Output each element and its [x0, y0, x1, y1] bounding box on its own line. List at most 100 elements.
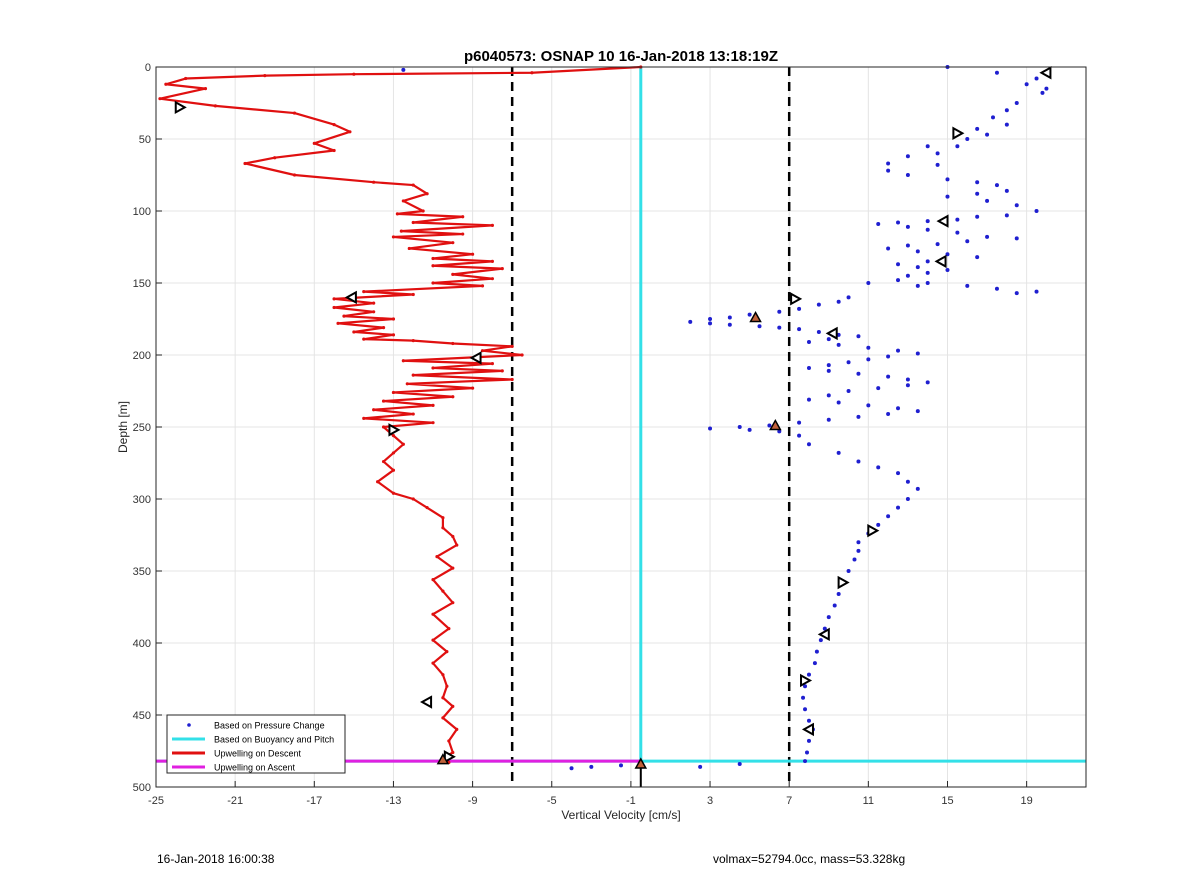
pressure-change-point [876, 221, 881, 226]
vehicle-params-footer: volmax=52794.0cc, mass=53.328kg [713, 852, 906, 866]
pressure-change-point [1034, 209, 1039, 213]
pressure-change-point [856, 459, 861, 464]
turn-marker [817, 627, 830, 642]
pressure-change-point [866, 281, 871, 285]
legend-label: Based on Buoyancy and Pitch [214, 735, 334, 745]
descent-point [421, 209, 425, 213]
pressure-change-point [1014, 236, 1019, 241]
pressure-change-point [915, 351, 920, 356]
descent-point [431, 281, 435, 285]
x-tick-label: 3 [707, 795, 713, 807]
descent-point [273, 156, 277, 160]
descent-point [401, 442, 405, 446]
descent-point [435, 555, 439, 559]
pressure-change-point [836, 299, 841, 304]
descent-point [441, 589, 445, 593]
pressure-change-point [737, 761, 742, 766]
pressure-change-point [886, 161, 891, 166]
turn-marker [825, 326, 838, 341]
pressure-change-point [1004, 122, 1009, 127]
y-tick-label: 450 [133, 710, 151, 722]
descent-point [431, 661, 435, 665]
event-marker [436, 753, 450, 765]
y-tick-label: 200 [133, 350, 151, 362]
descent-point [431, 578, 435, 582]
descent-point [451, 566, 455, 570]
pressure-change-point [619, 763, 623, 768]
pressure-change-point [1004, 213, 1009, 218]
x-tick-label: 11 [863, 795, 874, 807]
upwelling-descent-line [158, 65, 641, 764]
pressure-change-point [905, 273, 910, 278]
descent-point [332, 305, 336, 310]
event-marker [634, 757, 648, 769]
descent-point [336, 321, 340, 325]
descent-point [362, 290, 366, 294]
pressure-change-point [965, 239, 970, 244]
y-tick-label: 300 [133, 494, 151, 506]
descent-point [447, 739, 451, 743]
descent-point [332, 148, 336, 153]
legend-label: Upwelling on Ascent [214, 763, 296, 773]
descent-point [381, 399, 386, 403]
pressure-change-point [886, 412, 891, 417]
pressure-change-point [727, 322, 732, 327]
descent-point [500, 369, 504, 373]
pressure-change-point [826, 368, 831, 373]
descent-point [381, 326, 386, 330]
descent-point [431, 612, 435, 616]
pressure-change-point [777, 429, 782, 434]
descent-point [372, 180, 376, 184]
turn-marker [174, 100, 187, 115]
pressure-change-point [935, 151, 940, 156]
pressure-change-point [836, 450, 841, 455]
pressure-change-point [856, 540, 861, 545]
turn-marker [867, 523, 880, 538]
descent-point [447, 627, 451, 631]
pressure-change-point [925, 281, 930, 285]
pressure-change-point [777, 309, 782, 314]
pressure-change-point [801, 695, 806, 700]
pressure-change-point [708, 321, 713, 326]
turn-marker [469, 351, 482, 365]
pressure-change-point [806, 718, 811, 723]
descent-point [348, 130, 352, 134]
descent-point [411, 292, 415, 297]
pressure-change-point [915, 249, 920, 254]
descent-point [312, 141, 316, 145]
y-tick-label: 250 [133, 422, 151, 434]
pressure-change-point [818, 638, 823, 643]
event-marker [769, 419, 782, 431]
pressure-change-point [803, 759, 808, 764]
pressure-change-point [925, 144, 930, 149]
descent-point [470, 252, 475, 256]
descent-point [381, 425, 386, 429]
turn-marker [344, 290, 357, 305]
pressure-change-point [975, 180, 980, 185]
pressure-change-point [955, 230, 960, 235]
turn-marker [388, 423, 401, 437]
descent-point [461, 232, 465, 236]
pressure-change-point [806, 397, 811, 402]
descent-point [411, 183, 415, 187]
descent-point [332, 123, 336, 127]
pressure-change-point [905, 154, 910, 159]
pressure-change-point [955, 217, 960, 222]
pressure-change-point [803, 707, 808, 712]
pressure-change-point [812, 661, 817, 666]
pressure-change-point [826, 417, 831, 422]
y-tick-label: 500 [133, 782, 151, 794]
descent-point [431, 421, 435, 425]
pressure-change-point [905, 497, 910, 501]
descent-point [425, 506, 429, 510]
pressure-change-point [806, 672, 811, 677]
x-tick-label: 15 [941, 795, 953, 807]
descent-point [399, 229, 403, 233]
pressure-change-point [905, 383, 910, 388]
x-axis-label: Vertical Velocity [cm/s] [561, 808, 680, 822]
descent-point [362, 337, 366, 341]
descent-point [411, 412, 415, 416]
pressure-change-point [886, 168, 891, 173]
descent-point [243, 161, 247, 166]
descent-point [401, 359, 405, 363]
